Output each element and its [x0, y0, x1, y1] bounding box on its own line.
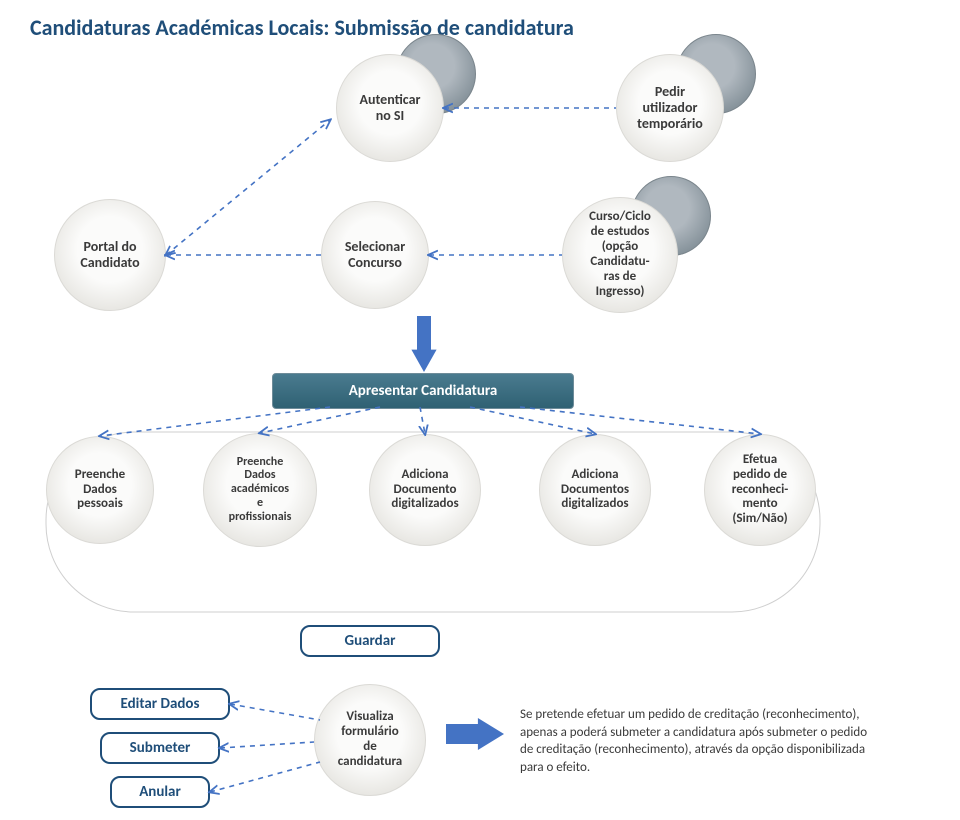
- page-title: Candidaturas Académicas Locais: Submissã…: [30, 14, 574, 41]
- connector-l_banner_p4: [470, 407, 595, 434]
- node-adiciona1: AdicionaDocumentodigitalizados: [369, 434, 481, 546]
- button-anular[interactable]: Anular: [110, 776, 210, 808]
- node-adiciona2: AdicionaDocumentosdigitalizados: [539, 434, 651, 546]
- button-guardar[interactable]: Guardar: [300, 625, 440, 657]
- connector-l_banner_p1: [100, 407, 330, 436]
- node-portal: Portal doCandidato: [54, 199, 166, 311]
- node-efetua: Efetuapedido dereconheci-mento(Sim/Não): [704, 434, 816, 546]
- node-curso: Curso/Ciclode estudos(opçãoCandidatu-ras…: [562, 197, 678, 313]
- node-autenticar: Autenticarno SI: [336, 54, 444, 162]
- node-pedir: Pedirutilizadortemporário: [616, 54, 724, 162]
- connector-l_portc_aut: [166, 120, 330, 255]
- connector-l_banner_p5: [520, 407, 760, 434]
- node-visualiza: Visualizaformuláriodecandidatura: [314, 684, 426, 796]
- solid-arrow-a_bluebox_down: [411, 316, 436, 372]
- connector-l_anular_vis: [210, 762, 320, 792]
- connector-l_banner_p3: [420, 407, 425, 434]
- button-editar[interactable]: Editar Dados: [90, 688, 230, 720]
- node-selecionar: SelecionarConcurso: [321, 201, 429, 309]
- solid-arrow-a_note: [446, 718, 504, 750]
- connector-l_banner_p2: [260, 407, 380, 433]
- button-submeter[interactable]: Submeter: [100, 732, 220, 764]
- connector-l_subm_vis: [220, 742, 314, 748]
- note-text: Se pretende efetuar um pedido de credita…: [520, 706, 867, 776]
- node-preenche2: PreencheDadosacadémicoseprofissionais: [203, 433, 317, 547]
- connector-l_editar_vis: [230, 704, 320, 720]
- banner-apresentar: Apresentar Candidatura: [272, 373, 574, 409]
- node-preenche1: PreencheDadospessoais: [46, 436, 154, 544]
